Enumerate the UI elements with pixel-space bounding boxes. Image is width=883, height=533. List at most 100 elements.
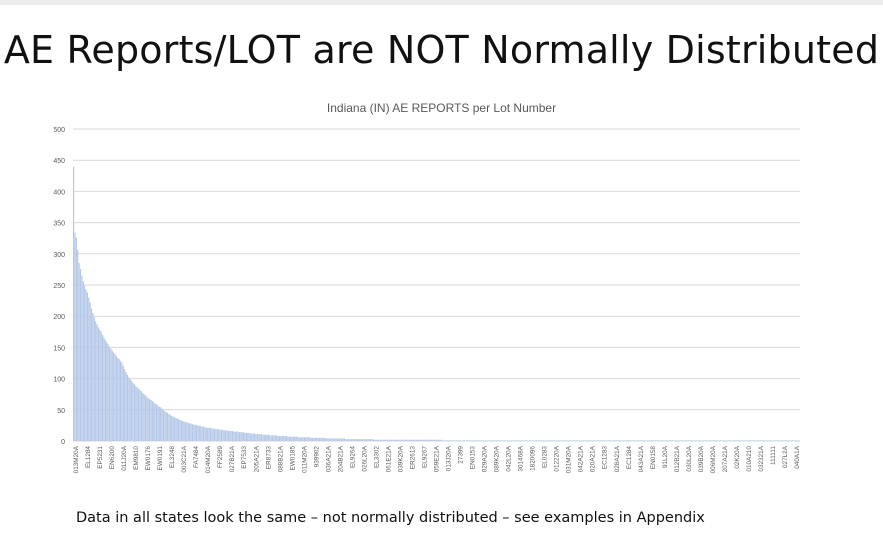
bar [480, 440, 482, 441]
bar [475, 440, 477, 441]
bar [241, 432, 243, 441]
bar [566, 440, 568, 441]
bar [600, 440, 603, 441]
bar [349, 439, 351, 441]
bar [390, 439, 393, 441]
bar [686, 440, 688, 441]
bar [171, 416, 173, 441]
bar [740, 440, 742, 441]
x-tick-label: EL9264 [349, 446, 356, 468]
bar [793, 440, 795, 441]
bar [509, 440, 511, 441]
bar [772, 440, 774, 441]
bar [693, 440, 695, 441]
bar [140, 391, 142, 441]
bar [544, 440, 546, 441]
x-tick-label: EW0185 [289, 446, 296, 471]
bar [331, 438, 333, 441]
bar [278, 436, 281, 441]
bar [685, 440, 687, 441]
x-tick-label: 020A21A [590, 445, 597, 472]
bar [573, 440, 575, 441]
bar [407, 439, 409, 441]
x-tick-label: 026L20A [361, 445, 368, 471]
bar [768, 440, 770, 441]
x-tick-label: EW0176 [145, 446, 152, 471]
bar [377, 439, 379, 441]
bar [498, 440, 500, 441]
bar [411, 439, 413, 441]
bar [736, 440, 738, 441]
bar [436, 439, 438, 441]
bar [218, 429, 220, 441]
bar [348, 439, 350, 441]
bar [649, 440, 651, 441]
bar [229, 431, 231, 441]
bar [338, 438, 340, 441]
bar [471, 440, 473, 441]
bar [518, 440, 520, 441]
bar [529, 440, 531, 441]
x-tick-label: EL0283 [542, 446, 549, 468]
bar [599, 440, 601, 441]
bar [97, 327, 100, 441]
bar [413, 439, 415, 441]
bar [194, 424, 196, 441]
bar [292, 436, 294, 441]
bar [213, 428, 216, 441]
bar [88, 297, 90, 441]
x-tick-label: 040A1A [794, 445, 801, 468]
bar [490, 440, 492, 441]
bar [576, 440, 578, 441]
bar [309, 437, 311, 441]
bar [162, 409, 165, 441]
bar [530, 440, 532, 441]
y-tick-label: 300 [53, 252, 65, 259]
y-tick-label: 200 [53, 314, 65, 321]
bar [556, 440, 558, 441]
bar [419, 439, 422, 441]
bar [545, 440, 547, 441]
bar [178, 419, 180, 441]
bar [81, 275, 83, 441]
bar [468, 440, 470, 441]
x-tick-label: 003C21A [181, 445, 188, 472]
bar [494, 440, 496, 441]
x-tick-label: EC1284 [626, 446, 633, 470]
bar [429, 439, 431, 441]
y-tick-label: 350 [53, 221, 65, 228]
bar [524, 440, 527, 441]
bar [368, 439, 370, 441]
bar [95, 321, 97, 441]
bar [440, 439, 442, 441]
bar [208, 427, 210, 441]
bar [126, 374, 129, 441]
bar [231, 431, 234, 441]
bar [78, 263, 80, 441]
x-tick-label: 039K20A [397, 445, 404, 472]
bar [166, 412, 169, 441]
y-tick-label: 400 [53, 189, 65, 196]
bar [225, 430, 227, 441]
bar [656, 440, 658, 441]
bar [729, 440, 731, 441]
bar [779, 440, 781, 441]
bar [642, 440, 644, 441]
bar [533, 440, 535, 441]
bar [89, 302, 91, 441]
bar [404, 439, 406, 441]
bar [764, 440, 766, 441]
bar [131, 381, 133, 441]
bar [701, 440, 704, 441]
bar [523, 440, 525, 441]
bar [179, 419, 181, 441]
bar [560, 440, 563, 441]
bar [324, 437, 326, 441]
bar [462, 440, 464, 441]
bar [606, 440, 608, 441]
bar [169, 414, 171, 441]
bar [660, 440, 662, 441]
bar [743, 440, 745, 441]
bar [201, 426, 203, 441]
bar [136, 387, 138, 441]
